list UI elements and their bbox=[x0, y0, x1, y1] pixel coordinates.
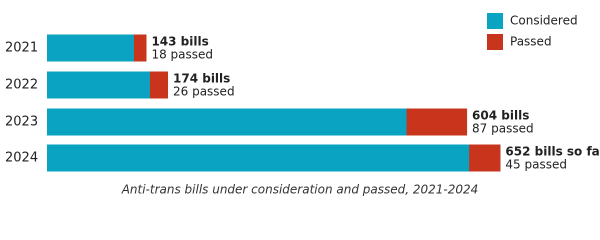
bar-considered bbox=[47, 108, 468, 136]
chart: Anti-trans bills under consideration and… bbox=[5, 13, 600, 197]
value-label: 18 passed bbox=[151, 48, 213, 62]
value-label: 87 passed bbox=[472, 122, 534, 136]
bar-considered bbox=[47, 34, 147, 62]
bar-considered bbox=[47, 144, 501, 172]
value-label: 604 bills bbox=[472, 109, 529, 123]
value-label: 652 bills so far bbox=[505, 145, 600, 159]
value-label: 45 passed bbox=[505, 158, 567, 172]
bar-passed bbox=[406, 108, 468, 136]
legend-swatch bbox=[487, 34, 503, 50]
bar-considered bbox=[47, 71, 169, 99]
y-tick-label: 2024 bbox=[5, 151, 38, 166]
value-label: 143 bills bbox=[151, 35, 208, 49]
y-tick-label: 2022 bbox=[5, 78, 38, 93]
y-tick-label: 2023 bbox=[5, 115, 38, 130]
legend-label: Considered bbox=[510, 14, 578, 28]
bar-passed bbox=[149, 71, 169, 99]
legend-swatch bbox=[487, 13, 503, 29]
bar-passed bbox=[133, 34, 147, 62]
bar-passed bbox=[469, 144, 501, 172]
y-tick-label: 2021 bbox=[5, 41, 38, 56]
value-label: 174 bills bbox=[173, 72, 230, 86]
legend-label: Passed bbox=[510, 35, 552, 49]
caption: Anti-trans bills under consideration and… bbox=[121, 183, 479, 197]
value-label: 26 passed bbox=[173, 85, 235, 99]
